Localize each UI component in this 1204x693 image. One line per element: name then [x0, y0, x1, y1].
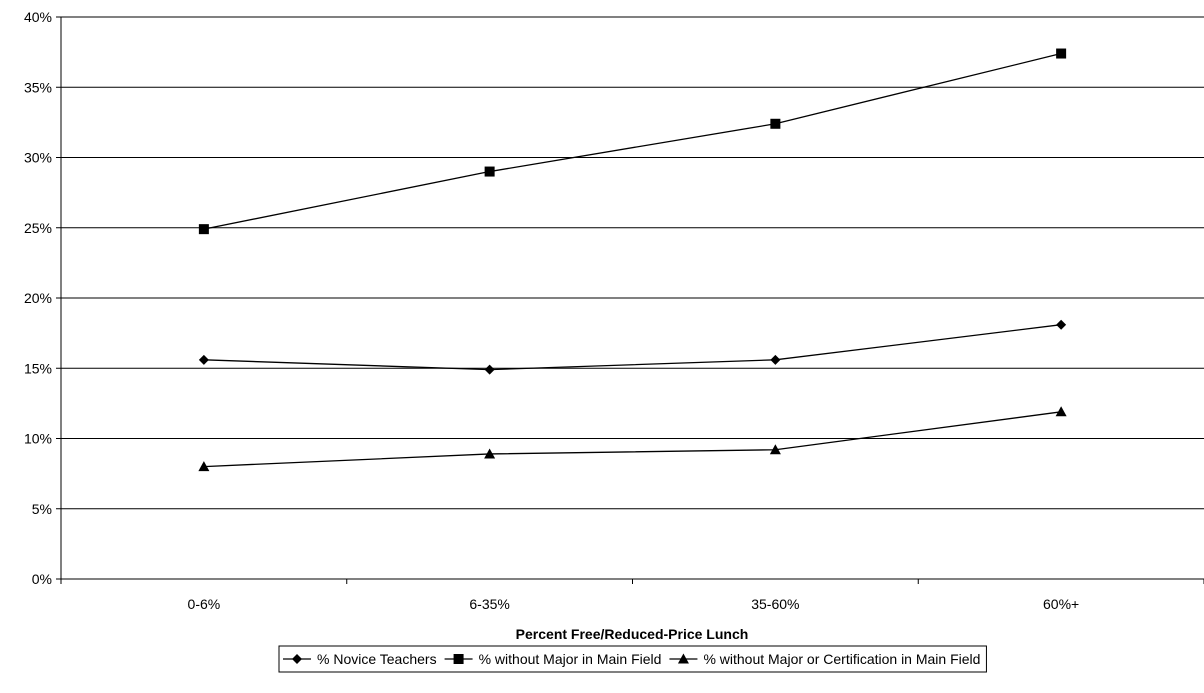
data-point: [198, 461, 210, 472]
y-tick-label: 25%: [24, 220, 52, 236]
y-tick-label: 5%: [32, 501, 52, 517]
legend-marker: [453, 654, 464, 664]
y-tick-label: 40%: [24, 9, 52, 25]
data-point: [769, 444, 781, 455]
data-point: [484, 364, 495, 375]
series-3: [198, 406, 1067, 472]
x-tick-label: 6-35%: [469, 596, 509, 612]
legend-marker: [677, 653, 689, 664]
y-tick-label: 30%: [24, 150, 52, 166]
data-point: [1056, 319, 1067, 330]
legend-box: [278, 645, 987, 673]
legend-label: % without Major in Main Field: [479, 651, 662, 667]
gridlines: [61, 16, 1204, 510]
data-point: [770, 354, 781, 365]
data-point: [1055, 406, 1067, 417]
data-point: [1056, 48, 1067, 59]
data-point: [484, 166, 495, 177]
legend-label: % Novice Teachers: [317, 651, 437, 667]
legend-item: % without Major in Main Field: [444, 651, 662, 667]
series-2: [198, 48, 1067, 235]
x-axis-ticks: 0-6% 6-35% 35-60% 60%+: [60, 579, 1204, 612]
x-axis-title: Percent Free/Reduced-Price Lunch: [516, 626, 749, 642]
series-line: [203, 324, 1062, 371]
legend: % Novice Teachers % without Major in Main…: [278, 645, 987, 673]
data-point: [198, 354, 209, 365]
y-tick-label: 15%: [24, 360, 52, 376]
x-tick-label: 0-6%: [188, 596, 221, 612]
series-1: [198, 319, 1067, 375]
series-line: [203, 411, 1062, 468]
y-tick-label: 0%: [32, 571, 52, 587]
x-tick-label: 35-60%: [751, 596, 799, 612]
y-axis-ticks: 0% 5% 10% 15% 20% 25% 30% 35% 40%: [24, 9, 61, 587]
legend-label: % without Major or Certification in Main…: [703, 651, 980, 667]
x-tick-label: 60%+: [1043, 596, 1079, 612]
series-group: [198, 48, 1067, 472]
data-point: [484, 448, 496, 459]
legend-item: % without Major or Certification in Main…: [669, 651, 980, 667]
y-tick-label: 20%: [24, 290, 52, 306]
data-point: [770, 118, 781, 129]
legend-marker: [292, 654, 302, 664]
y-tick-label: 35%: [24, 79, 52, 95]
y-tick-label: 10%: [24, 431, 52, 447]
legend-item: % Novice Teachers: [283, 651, 437, 667]
data-point: [198, 224, 209, 235]
series-line: [203, 52, 1062, 230]
